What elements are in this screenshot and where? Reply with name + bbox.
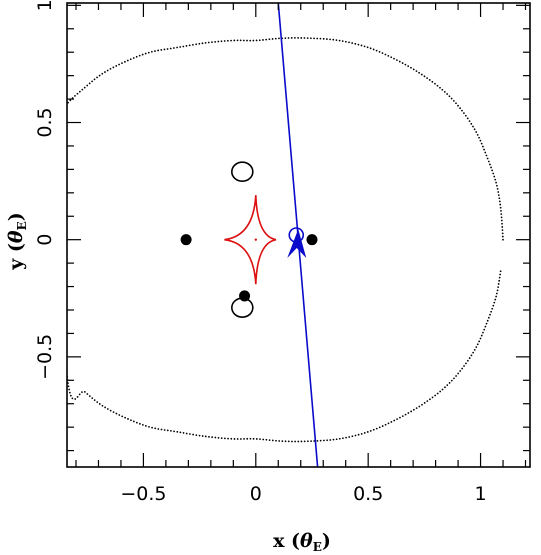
image-filled-dot <box>180 234 192 246</box>
y-axis-ticks <box>67 4 530 452</box>
x-axis-unit-close: ) <box>322 530 331 552</box>
y-tick-label: 1 <box>34 0 56 11</box>
caustic <box>224 195 277 285</box>
y-axis-unit-symbol: θ <box>5 230 27 243</box>
y-axis-unit-open: ( <box>5 243 27 259</box>
y-axis-unit-close: ) <box>5 212 27 221</box>
caustic-curve <box>224 195 277 285</box>
x-axis-unit-symbol: θ <box>300 530 313 552</box>
x-axis-unit-open: ( <box>284 530 300 552</box>
image-open-circle <box>231 161 254 183</box>
source <box>287 227 307 259</box>
x-axis-unit-subscript: E <box>313 540 322 554</box>
image-open-circle <box>231 297 254 318</box>
x-axis-tick-labels: −0.5 0 0.5 1 <box>120 483 486 505</box>
y-tick-label: 0 <box>34 234 56 246</box>
y-tick-label: −0.5 <box>34 334 56 380</box>
source-direction-arrow <box>287 229 307 259</box>
image-filled-dot <box>306 234 318 246</box>
critical-curve <box>67 37 504 443</box>
caustic-center-dot <box>254 238 257 241</box>
x-axis-variable: x <box>273 530 285 552</box>
lensed-images <box>180 161 318 318</box>
x-axis-label: x (θE) <box>273 530 331 554</box>
x-tick-label: 0 <box>250 483 262 505</box>
x-tick-label: 0.5 <box>353 483 383 505</box>
x-axis-ticks <box>75 3 527 467</box>
y-axis-variable: y <box>5 258 27 271</box>
x-tick-label: −0.5 <box>120 483 166 505</box>
y-tick-label: 0.5 <box>34 107 56 137</box>
y-axis-unit-subscript: E <box>15 221 29 230</box>
plot-area <box>67 2 504 468</box>
y-axis-label: y (θE) <box>5 212 29 271</box>
plot-frame <box>66 2 531 468</box>
critical-curve-line <box>67 37 504 443</box>
y-axis-tick-labels: −0.5 0 0.5 1 <box>34 0 56 380</box>
x-tick-label: 1 <box>475 483 487 505</box>
